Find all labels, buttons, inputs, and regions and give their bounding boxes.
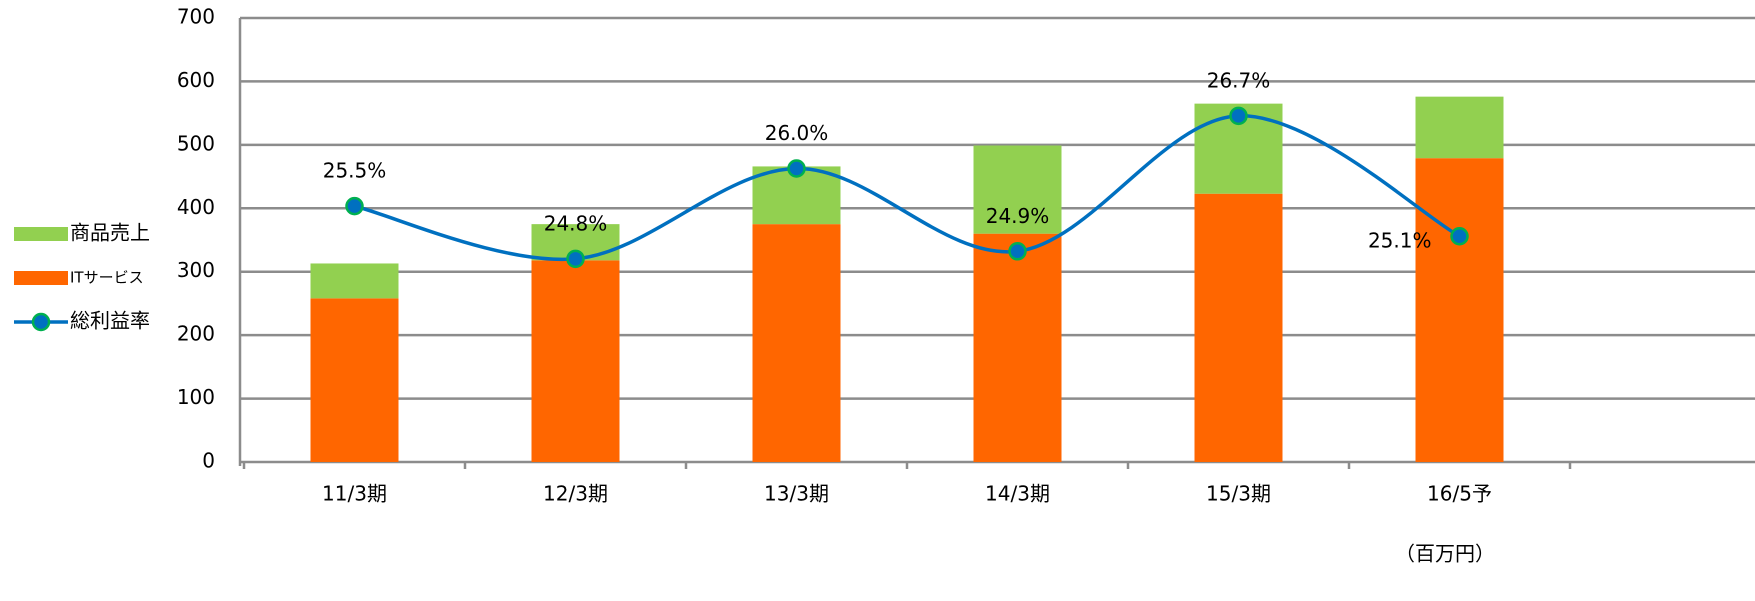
x-tick-label: 16/5予 xyxy=(1427,482,1492,506)
bar-segment xyxy=(1194,193,1283,462)
data-label: 25.5% xyxy=(323,159,387,183)
y-tick-label: 200 xyxy=(177,322,215,346)
line-marker xyxy=(1450,226,1469,246)
x-tick-label: 11/3期 xyxy=(322,482,387,506)
bar-segment xyxy=(531,260,620,462)
bar-segment xyxy=(752,224,841,462)
data-label: 26.0% xyxy=(765,121,829,145)
line-marker xyxy=(566,249,585,269)
x-tick-label: 13/3期 xyxy=(764,482,829,506)
data-label: 26.7% xyxy=(1207,68,1271,92)
bar-segment xyxy=(1415,96,1504,159)
line-marker xyxy=(1229,106,1248,126)
bar-segment xyxy=(973,145,1062,234)
y-tick-label: 300 xyxy=(177,258,215,282)
y-tick-label: 500 xyxy=(177,131,215,155)
bar-segment xyxy=(973,233,1062,462)
bar-segment xyxy=(310,298,399,462)
legend-swatch xyxy=(14,227,68,241)
y-tick-label: 400 xyxy=(177,195,215,219)
legend-label: ITサービス xyxy=(70,269,144,287)
x-tick-label: 14/3期 xyxy=(985,482,1050,506)
line xyxy=(354,114,1461,262)
y-tick-label: 700 xyxy=(177,5,215,29)
data-label: 25.1% xyxy=(1368,229,1432,253)
y-tick-label: 0 xyxy=(202,449,215,473)
line-marker xyxy=(787,159,806,178)
legend-swatch xyxy=(14,271,68,285)
data-label: 24.9% xyxy=(986,204,1050,228)
legend-label: 総利益率 xyxy=(70,309,150,333)
legend-label: 商品売上 xyxy=(70,221,150,245)
unit-label: （百万円） xyxy=(1395,542,1495,566)
x-tick-label: 12/3期 xyxy=(543,482,608,506)
y-tick-label: 100 xyxy=(177,385,215,409)
y-tick-label: 600 xyxy=(177,68,215,92)
bar-segment xyxy=(310,263,399,299)
legend-marker xyxy=(31,312,51,332)
x-tick-label: 15/3期 xyxy=(1206,482,1271,506)
line-marker xyxy=(1008,242,1027,261)
data-label: 24.8% xyxy=(544,211,608,235)
bar-segment xyxy=(1415,158,1504,463)
line-marker xyxy=(345,196,364,216)
